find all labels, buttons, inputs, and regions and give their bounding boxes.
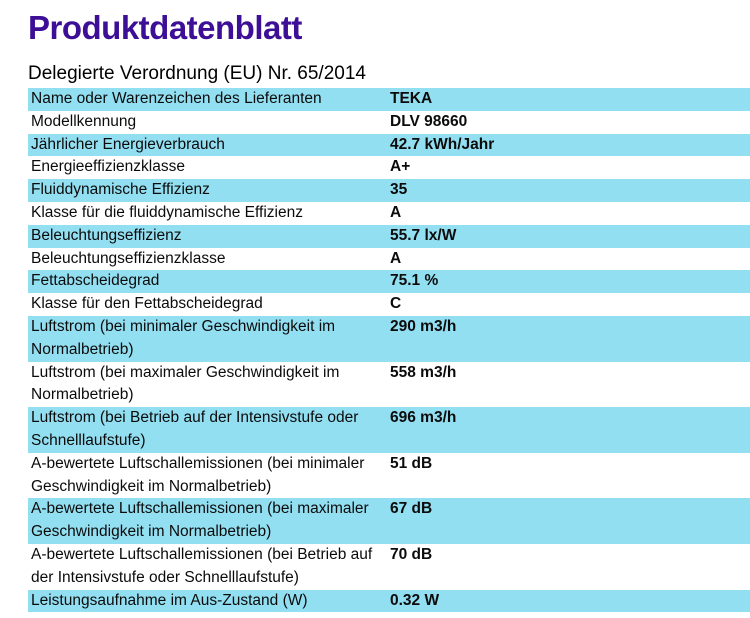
header: Produktdatenblatt Delegierte Verordnung …	[0, 0, 750, 86]
row-value: 290 m3/h	[390, 317, 457, 335]
table-row: Name oder Warenzeichen des Lieferanten T…	[28, 88, 750, 111]
row-label: A-bewertete Luftschallemissionen (bei Be…	[31, 545, 373, 586]
table-row: Leistungsaufnahme im Aus-Zustand (W) 0.3…	[28, 589, 750, 613]
table-row: Luftstrom (bei maximaler Geschwindigkeit…	[28, 362, 750, 408]
table-row: Beleuchtungseffizienzklasse A	[28, 248, 750, 271]
row-label: Luftstrom (bei maximaler Geschwindigkeit…	[31, 363, 340, 404]
row-label: Leistungsaufnahme im Aus-Zustand (W)	[31, 591, 308, 609]
row-label: A-bewertete Luftschallemissionen (bei mi…	[31, 454, 365, 495]
row-label: Klasse für die fluiddynamische Effizienz	[31, 203, 303, 221]
row-value: TEKA	[390, 90, 433, 107]
row-value: 696 m3/h	[390, 409, 457, 427]
table-row: Luftstrom (bei minimaler Geschwindigkeit…	[28, 315, 750, 362]
row-value: 0.32 W	[390, 591, 440, 609]
row-label: Beleuchtungseffizienz	[31, 226, 182, 244]
row-value: C	[390, 295, 402, 313]
page-title: Produktdatenblatt	[28, 9, 302, 46]
table-row: Klasse für die fluiddynamische Effizienz…	[28, 202, 750, 225]
row-label: Energieeffizienzklasse	[31, 158, 185, 176]
datasheet-table: Name oder Warenzeichen des Lieferanten T…	[28, 88, 750, 613]
row-label: Fettabscheidegrad	[31, 272, 160, 290]
row-label: Fluiddynamische Effizienz	[31, 181, 210, 199]
table-row: Fettabscheidegrad 75.1 %	[28, 270, 750, 294]
row-value: A	[390, 249, 402, 267]
row-label: Luftstrom (bei Betrieb auf der Intensivs…	[31, 409, 359, 449]
table-row: Beleuchtungseffizienz 55.7 lx/W	[28, 224, 750, 248]
row-label: Klasse für den Fettabscheidegrad	[31, 295, 263, 313]
row-label: Jährlicher Energieverbrauch	[31, 135, 225, 153]
row-value: A	[390, 203, 402, 221]
table-row: A-bewertete Luftschallemissionen (bei Be…	[28, 544, 750, 590]
row-label: A-bewertete Luftschallemissionen (bei ma…	[31, 500, 369, 541]
row-label: Luftstrom (bei minimaler Geschwindigkeit…	[31, 317, 336, 358]
row-value: 67 dB	[390, 500, 433, 518]
row-value: 55.7 lx/W	[390, 226, 457, 244]
table-row: Luftstrom (bei Betrieb auf der Intensivs…	[28, 407, 750, 453]
table-row: Jährlicher Energieverbrauch 42.7 kWh/Jah…	[28, 133, 750, 157]
table-row: A-bewertete Luftschallemissionen (bei ma…	[28, 498, 750, 544]
row-value: 70 dB	[390, 545, 433, 563]
row-value: A+	[390, 158, 411, 176]
row-value: 75.1 %	[390, 272, 439, 290]
table-row: Fluiddynamische Effizienz 35	[28, 179, 750, 202]
table-row: Modellkennung DLV 98660	[28, 111, 750, 134]
row-value: 51 dB	[390, 454, 433, 472]
row-value: DLV 98660	[390, 112, 468, 130]
row-value: 558 m3/h	[390, 363, 457, 381]
table-row: Klasse für den Fettabscheidegrad C	[28, 293, 750, 316]
table-row: A-bewertete Luftschallemissionen (bei mi…	[28, 453, 750, 499]
row-label: Name oder Warenzeichen des Lieferanten	[31, 90, 322, 107]
row-label: Beleuchtungseffizienzklasse	[31, 249, 226, 267]
table-row: Energieeffizienzklasse A+	[28, 156, 750, 179]
row-label: Modellkennung	[31, 112, 137, 130]
page-subtitle: Delegierte Verordnung (EU) Nr. 65/2014	[28, 63, 366, 84]
row-value: 42.7 kWh/Jahr	[390, 135, 495, 153]
row-value: 35	[390, 181, 408, 199]
